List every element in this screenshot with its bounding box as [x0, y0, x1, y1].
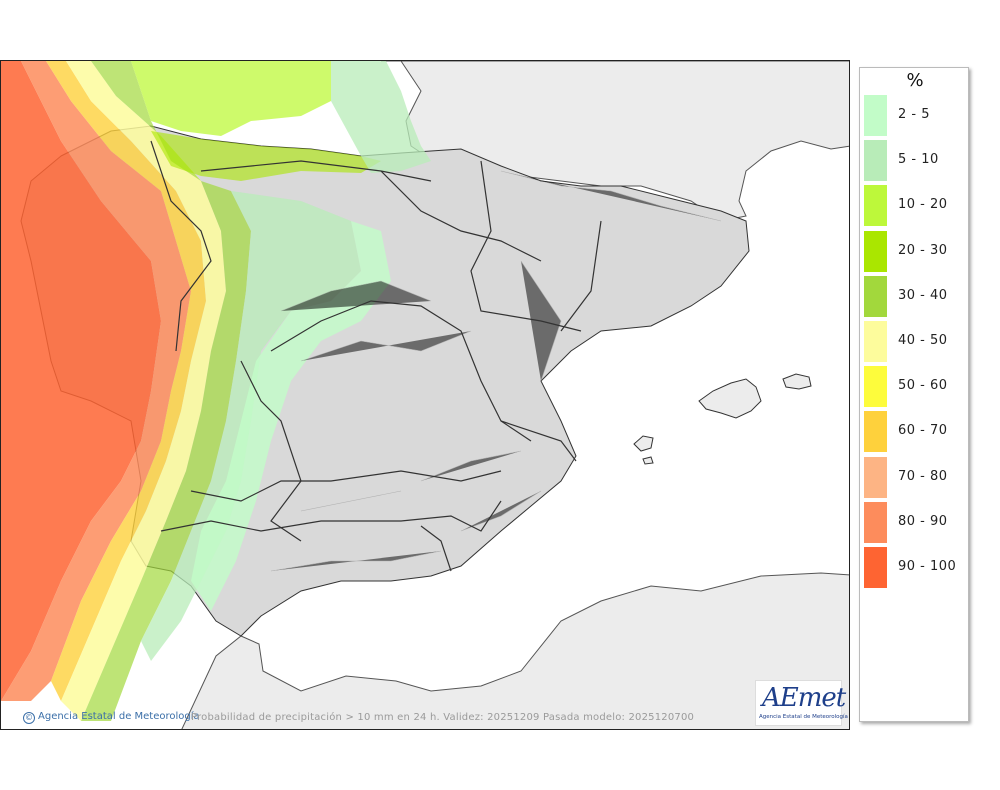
legend-label: 40 - 50 [898, 333, 948, 348]
region-borders [150, 140, 602, 572]
legend-item: 90 - 100 [864, 547, 968, 589]
legend-swatch [864, 140, 887, 182]
terrain-relief [270, 170, 722, 572]
legend-swatch [864, 95, 887, 136]
legend-label: 90 - 100 [898, 559, 957, 574]
legend-label: 10 - 20 [898, 197, 948, 213]
legend-item: 20 - 30 [864, 230, 968, 273]
legend-label: 70 - 80 [898, 468, 948, 484]
legend-swatch [864, 411, 887, 453]
legend-panel: % 2 - 5 5 - 10 10 - 20 20 - 30 30 - 40 40 - 5… [859, 67, 969, 722]
prob-band-90-100 [1, 61, 161, 701]
legend-swatch [864, 185, 887, 227]
legend-item: 30 - 40 [864, 275, 968, 318]
copyright-icon: © [23, 712, 35, 724]
legend-item: 5 - 10 [864, 140, 968, 182]
africa-land [181, 572, 849, 729]
legend-item: 40 - 50 [864, 321, 968, 363]
prob-band-2-5 [191, 221, 391, 611]
map-caption: Probabilidad de precipitación > 10 mm en… [191, 712, 695, 723]
mallorca-land [698, 378, 762, 419]
legend-label: 5 - 10 [898, 152, 939, 168]
prob-band-80-90 [1, 61, 191, 701]
legend-swatch [864, 366, 887, 408]
legend-swatch [864, 501, 887, 543]
legend-swatch [864, 321, 887, 362]
prob-band-10-20 [131, 61, 331, 136]
aemet-logo: AEmet Agencia Estatal de Meteorología [755, 680, 848, 726]
legend-item: 50 - 60 [864, 366, 968, 408]
legend-item: 10 - 20 [864, 185, 968, 227]
prob-band-20-30-north [151, 131, 381, 181]
prob-band-40-50 [61, 61, 226, 721]
legend-label: 50 - 60 [898, 378, 948, 394]
legend-title: % [906, 70, 924, 91]
aemet-logo-subtitle: Agencia Estatal de Meteorología [759, 714, 848, 720]
legend-swatch [864, 547, 887, 588]
prob-band-30-40 [81, 61, 251, 721]
legend-swatch [864, 230, 887, 272]
map-canvas [1, 61, 849, 729]
legend-item: 60 - 70 [864, 411, 968, 453]
legend-label: 2 - 5 [898, 107, 930, 122]
formentera-land [642, 456, 654, 465]
agency-credit-text: Agencia Estatal de Meteorología [38, 711, 200, 722]
legend-label: 80 - 90 [898, 513, 948, 529]
prob-band-60-70 [46, 61, 206, 701]
legend-item: 80 - 90 [864, 501, 968, 544]
legend-swatch [864, 275, 887, 317]
legend-swatch [864, 456, 887, 498]
legend-item: 70 - 80 [864, 456, 968, 499]
legend-item: 2 - 5 [864, 95, 968, 137]
legend-label: 60 - 70 [898, 423, 948, 439]
ibiza-land [633, 435, 654, 452]
legend-label: 20 - 30 [898, 242, 948, 258]
menorca-land [782, 373, 812, 390]
legend-label: 30 - 40 [898, 287, 948, 303]
forecast-map: © Agencia Estatal de Meteorología Probab… [0, 60, 850, 730]
aemet-logo-word: AEmet [762, 683, 846, 713]
